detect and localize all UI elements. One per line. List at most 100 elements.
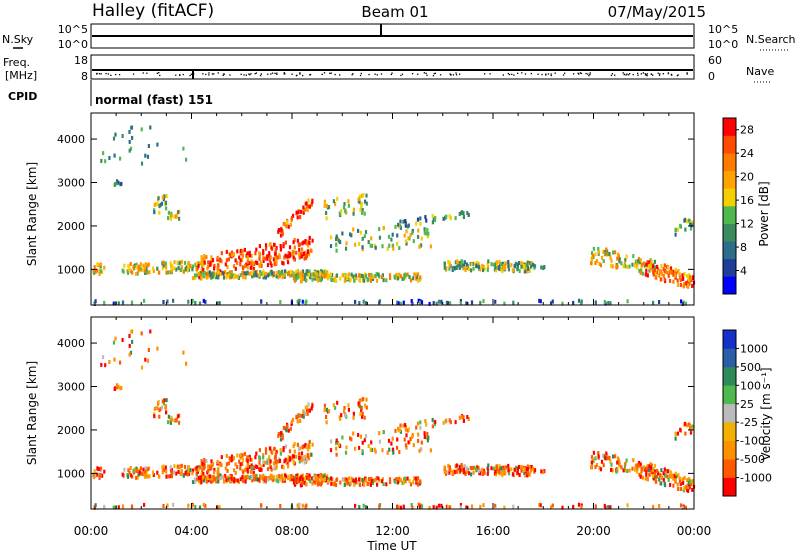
heat-cell [251,465,254,470]
heat-cell [294,480,297,485]
heat-cell [654,479,657,484]
heat-cell [424,419,427,424]
heat-cell [524,473,527,478]
heat-cell [345,277,348,282]
heat-cell [114,132,117,137]
heat-cell [337,442,340,447]
heat-cell [667,273,670,278]
heat-cell [595,463,599,467]
heat-cell [340,209,343,214]
heat-cell [191,267,194,272]
heat-cell [254,455,257,460]
heat-cell [396,480,400,485]
heat-cell [310,452,313,457]
heat-cell [530,468,533,473]
heat-cell [193,273,197,278]
heat-cell [128,334,131,338]
heat-cell [299,215,302,219]
heat-cell [404,221,407,226]
heat-cell [344,450,348,455]
heat-cell [215,274,218,279]
heat-cell [169,474,172,479]
heat-cell [299,209,303,214]
nave-dot [657,72,659,74]
heat-cell [298,451,301,456]
heat-cell [319,482,322,487]
heat-cell [262,477,265,482]
heat-cell [676,431,679,436]
heat-cell [135,262,138,267]
heat-cell [561,301,564,306]
heat-cell [325,216,328,221]
nave-dot [642,72,644,74]
heat-cell [498,469,501,473]
heat-cell [355,276,358,281]
heat-cell [475,263,478,268]
heat-cell [320,473,323,478]
heat-cell [676,482,679,487]
heat-cell [645,466,648,471]
nave-dot [517,72,519,74]
heat-cell [281,479,284,483]
nave-dot [508,73,511,76]
heat-cell [345,481,348,486]
heat-cell [496,265,499,270]
heat-cell [246,259,249,264]
heat-cell [677,473,680,478]
heat-cell [459,264,462,269]
heat-cell [385,482,388,487]
heat-cell [179,267,183,272]
nave-dot [579,72,581,74]
heat-cell [203,254,206,258]
heat-cell [298,298,301,303]
heat-cell [130,329,133,334]
heat-cell [662,273,665,278]
heat-cell [305,299,308,304]
heat-cell [162,300,165,304]
heat-cell [666,474,669,479]
heat-cell [331,482,334,486]
heat-cell [288,456,292,461]
freq-tick-bottom: 8 [81,70,88,83]
heat-cell [215,272,218,277]
heat-cell [634,463,637,468]
heat-cell [300,254,303,259]
heat-cell [286,220,289,225]
heat-cell [245,262,248,267]
heat-cell [225,453,228,458]
heat-cell [398,450,401,454]
heat-cell [449,216,452,221]
heat-cell [402,504,405,509]
heat-cell [538,502,541,507]
heat-cell [191,480,195,485]
heat-cell [646,477,649,482]
heat-cell [648,260,651,265]
nave-dot [622,72,624,74]
heat-cell [250,271,253,276]
nave-dot [330,72,332,74]
power-colorbar-tick-label: 24 [740,147,754,160]
heat-cell [432,217,435,222]
heat-cell [399,423,402,428]
heat-cell [594,456,597,461]
heat-cell [286,458,289,463]
nave-dot [676,75,678,77]
heat-cell [466,211,469,215]
nave-dot [302,74,304,77]
nave-dot [452,74,455,76]
nave-dot [670,73,673,76]
heat-cell [656,468,659,473]
heat-cell [681,273,684,278]
heat-cell [195,465,198,470]
heat-cell [640,262,643,267]
heat-cell [263,460,266,465]
heat-cell [300,479,303,484]
heat-cell [289,426,292,431]
heat-cell [507,264,510,269]
heat-cell [504,465,507,470]
heat-cell [262,479,265,484]
heat-cell [166,503,169,508]
heat-cell [520,465,523,470]
heat-cell [157,270,161,275]
